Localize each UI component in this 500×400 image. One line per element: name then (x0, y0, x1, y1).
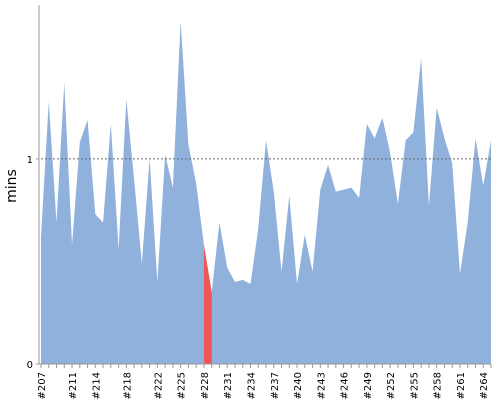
x-tick-label: #261 (456, 372, 467, 399)
x-tick-label: #211 (68, 372, 79, 399)
y-axis-title: mins (4, 169, 20, 203)
x-tick-label: #231 (223, 372, 234, 399)
x-tick-label: #249 (363, 372, 374, 399)
x-tick-label: #255 (409, 372, 420, 399)
area-series (41, 21, 491, 364)
x-tick-label: #264 (479, 372, 490, 399)
x-tick-label: #243 (316, 372, 327, 399)
x-tick-label: #234 (246, 372, 257, 399)
x-tick-label: #222 (153, 372, 164, 399)
x-tick-label: #252 (386, 372, 397, 399)
x-tick-label: #207 (37, 372, 48, 399)
x-tick-label: #240 (293, 372, 304, 399)
x-tick-label: #218 (122, 372, 133, 399)
x-tick-label: #225 (177, 372, 188, 399)
y-tick-label: 0 (27, 360, 33, 371)
plot-area (41, 21, 491, 364)
highlight-segment (203, 245, 212, 364)
axes: mins 0 1 #207 #211 #214 #218 #222 #225 #228 #231 #… (4, 5, 492, 399)
x-tick-label: #228 (200, 372, 211, 399)
x-tick-label: #258 (433, 372, 444, 399)
x-tick-label: #246 (340, 372, 351, 399)
x-tick-label: #214 (91, 372, 102, 399)
x-tick-label: #237 (270, 372, 281, 399)
y-tick-label: 1 (27, 155, 33, 166)
